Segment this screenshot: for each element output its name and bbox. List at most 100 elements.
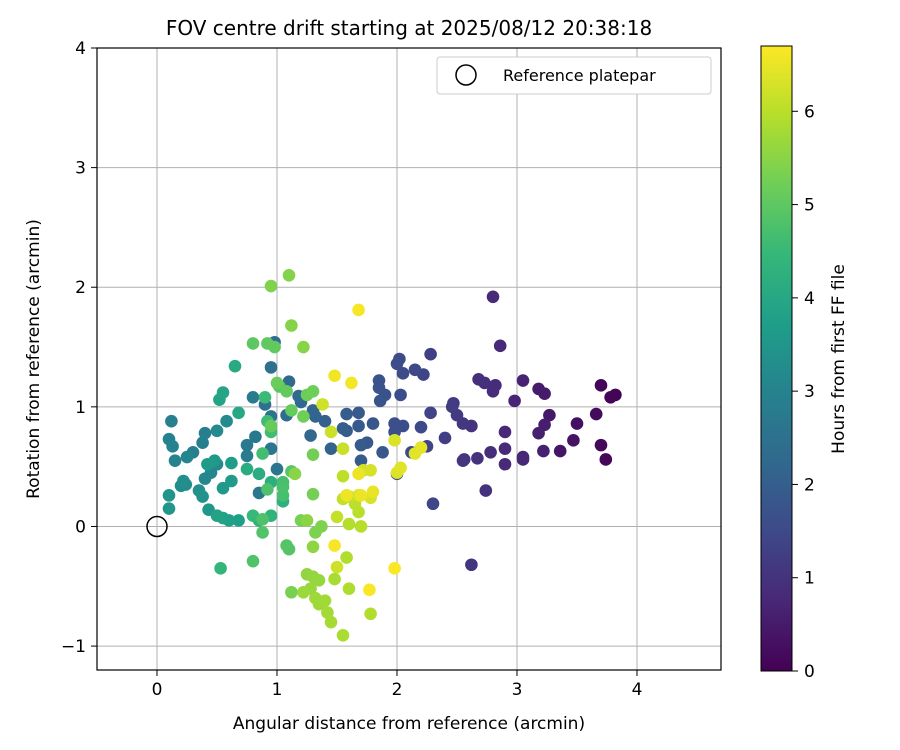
scatter-point [390,357,404,371]
scatter-point [414,441,428,454]
scatter-point [321,606,334,619]
reference-platepar-marker [146,515,168,538]
scatter-point [342,517,356,531]
reference-marker-layer [146,515,168,538]
scatter-point [216,386,230,399]
scatter-point [264,361,278,374]
scatter-point [426,497,440,511]
y-tick-label: 3 [75,159,86,179]
scatter-point [493,339,507,353]
scatter-point [396,367,410,380]
scatter-point [201,457,214,471]
scatter-point [285,404,298,417]
scatter-point [604,390,617,404]
y-tick-label: 4 [75,39,86,59]
scatter-point [282,268,296,282]
scatter-point [498,425,512,439]
scatter-point [394,388,407,402]
scatter-point [330,510,344,524]
scatter-point [210,424,224,438]
scatter-points [162,268,622,642]
scatter-point [306,487,320,501]
scatter-point [340,489,353,502]
scatter-point [553,444,567,458]
scatter-point [532,426,545,440]
scatter-point [300,514,314,527]
scatter-point [414,420,428,434]
scatter-point [330,560,344,574]
scatter-point [324,425,338,439]
colorbar-tick-label: 1 [804,569,815,589]
scatter-point [508,394,521,408]
scatter-point [165,414,178,428]
scatter-point [424,406,437,420]
scatter-point [318,414,332,428]
x-axis-label: Angular distance from reference (arcmin) [233,714,585,734]
chart-title: FOV centre drift starting at 2025/08/12 … [166,16,652,40]
scatter-point [220,414,233,428]
scatter-point [285,319,298,332]
scatter-point [288,467,302,481]
scatter-point [297,340,310,354]
scatter-point [177,474,190,488]
legend-label-reference: Reference platepar [503,66,656,85]
scatter-point [484,446,497,459]
scatter-point [336,469,350,483]
scatter-point [471,451,484,465]
scatter-point [594,379,608,392]
scatter-point [328,369,341,383]
grid [97,47,721,670]
scatter-point [285,585,298,599]
y-axis-label: Rotation from reference (arcmin) [24,219,44,499]
x-tick-label: 3 [512,680,523,700]
scatter-point [373,394,387,408]
scatter-point [196,490,209,503]
scatter-point [246,337,260,350]
scatter-point [252,467,266,481]
colorbar-tick-label: 5 [804,196,815,216]
scatter-point [594,438,608,452]
scatter-point [306,404,320,417]
scatter-point [342,582,356,595]
scatter-point [196,436,209,450]
scatter-point [376,446,389,459]
scatter-point [225,456,238,470]
scatter-point [570,417,584,430]
scatter-point [328,539,341,552]
scatter-point [532,382,545,396]
scatter-point [232,514,245,527]
x-tick-label: 1 [272,680,283,700]
scatter-point [162,502,176,515]
scatter-point [388,434,401,447]
scatter-point [516,453,530,466]
y-tick-label: 0 [75,517,86,537]
scatter-point [256,447,269,460]
scatter-point [537,444,550,458]
scatter-point [180,450,194,464]
scatter-point [316,398,329,411]
plot-frame [96,47,722,671]
scatter-point [408,363,422,377]
scatter-point [354,438,368,452]
colorbar [760,45,793,672]
scatter-point [479,484,493,497]
scatter-point [240,438,254,452]
scatter-point [352,467,365,481]
x-axis-ticks: 0 1 2 3 4 [152,670,642,700]
scatter-point [216,481,230,495]
scatter-point [306,384,320,398]
scatter-point [162,489,176,502]
scatter-point [486,384,500,398]
scatter-point [340,407,353,421]
scatter-point [246,509,260,522]
y-tick-label: 1 [75,398,86,418]
scatter-point [312,573,326,587]
scatter-point [276,480,290,494]
scatter-point [168,454,182,467]
scatter-point [445,400,459,414]
scatter-point [599,453,613,466]
scatter-point [264,419,278,433]
colorbar-ticks: 0 1 2 3 4 5 6 [792,102,815,682]
scatter-point [261,483,274,496]
